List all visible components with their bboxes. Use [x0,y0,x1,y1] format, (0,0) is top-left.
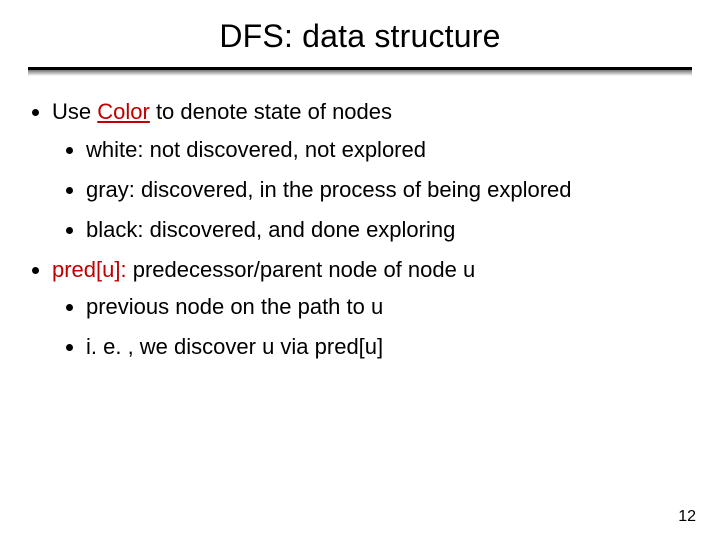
bullet-prefix: Use [52,99,97,124]
list-item: black: discovered, and done exploring [86,214,692,246]
bullet-emph: Color [97,99,150,124]
slide-title: DFS: data structure [28,18,692,55]
list-item: Use Color to denote state of nodes white… [52,96,692,246]
slide: DFS: data structure Use Color to denote … [0,0,720,540]
bullet-list: Use Color to denote state of nodes white… [28,96,692,363]
list-item: previous node on the path to u [86,291,692,323]
bullet-suffix: predecessor/parent node of node u [127,257,476,282]
sub-list: white: not discovered, not explored gray… [52,134,692,246]
list-item: pred[u]: predecessor/parent node of node… [52,254,692,364]
sub-list: previous node on the path to u i. e. , w… [52,291,692,363]
title-rule-shadow [28,70,692,76]
bullet-emph: pred[u]: [52,257,127,282]
list-item: white: not discovered, not explored [86,134,692,166]
page-number: 12 [678,508,696,526]
list-item: gray: discovered, in the process of bein… [86,174,692,206]
bullet-suffix: to denote state of nodes [150,99,392,124]
list-item: i. e. , we discover u via pred[u] [86,331,692,363]
